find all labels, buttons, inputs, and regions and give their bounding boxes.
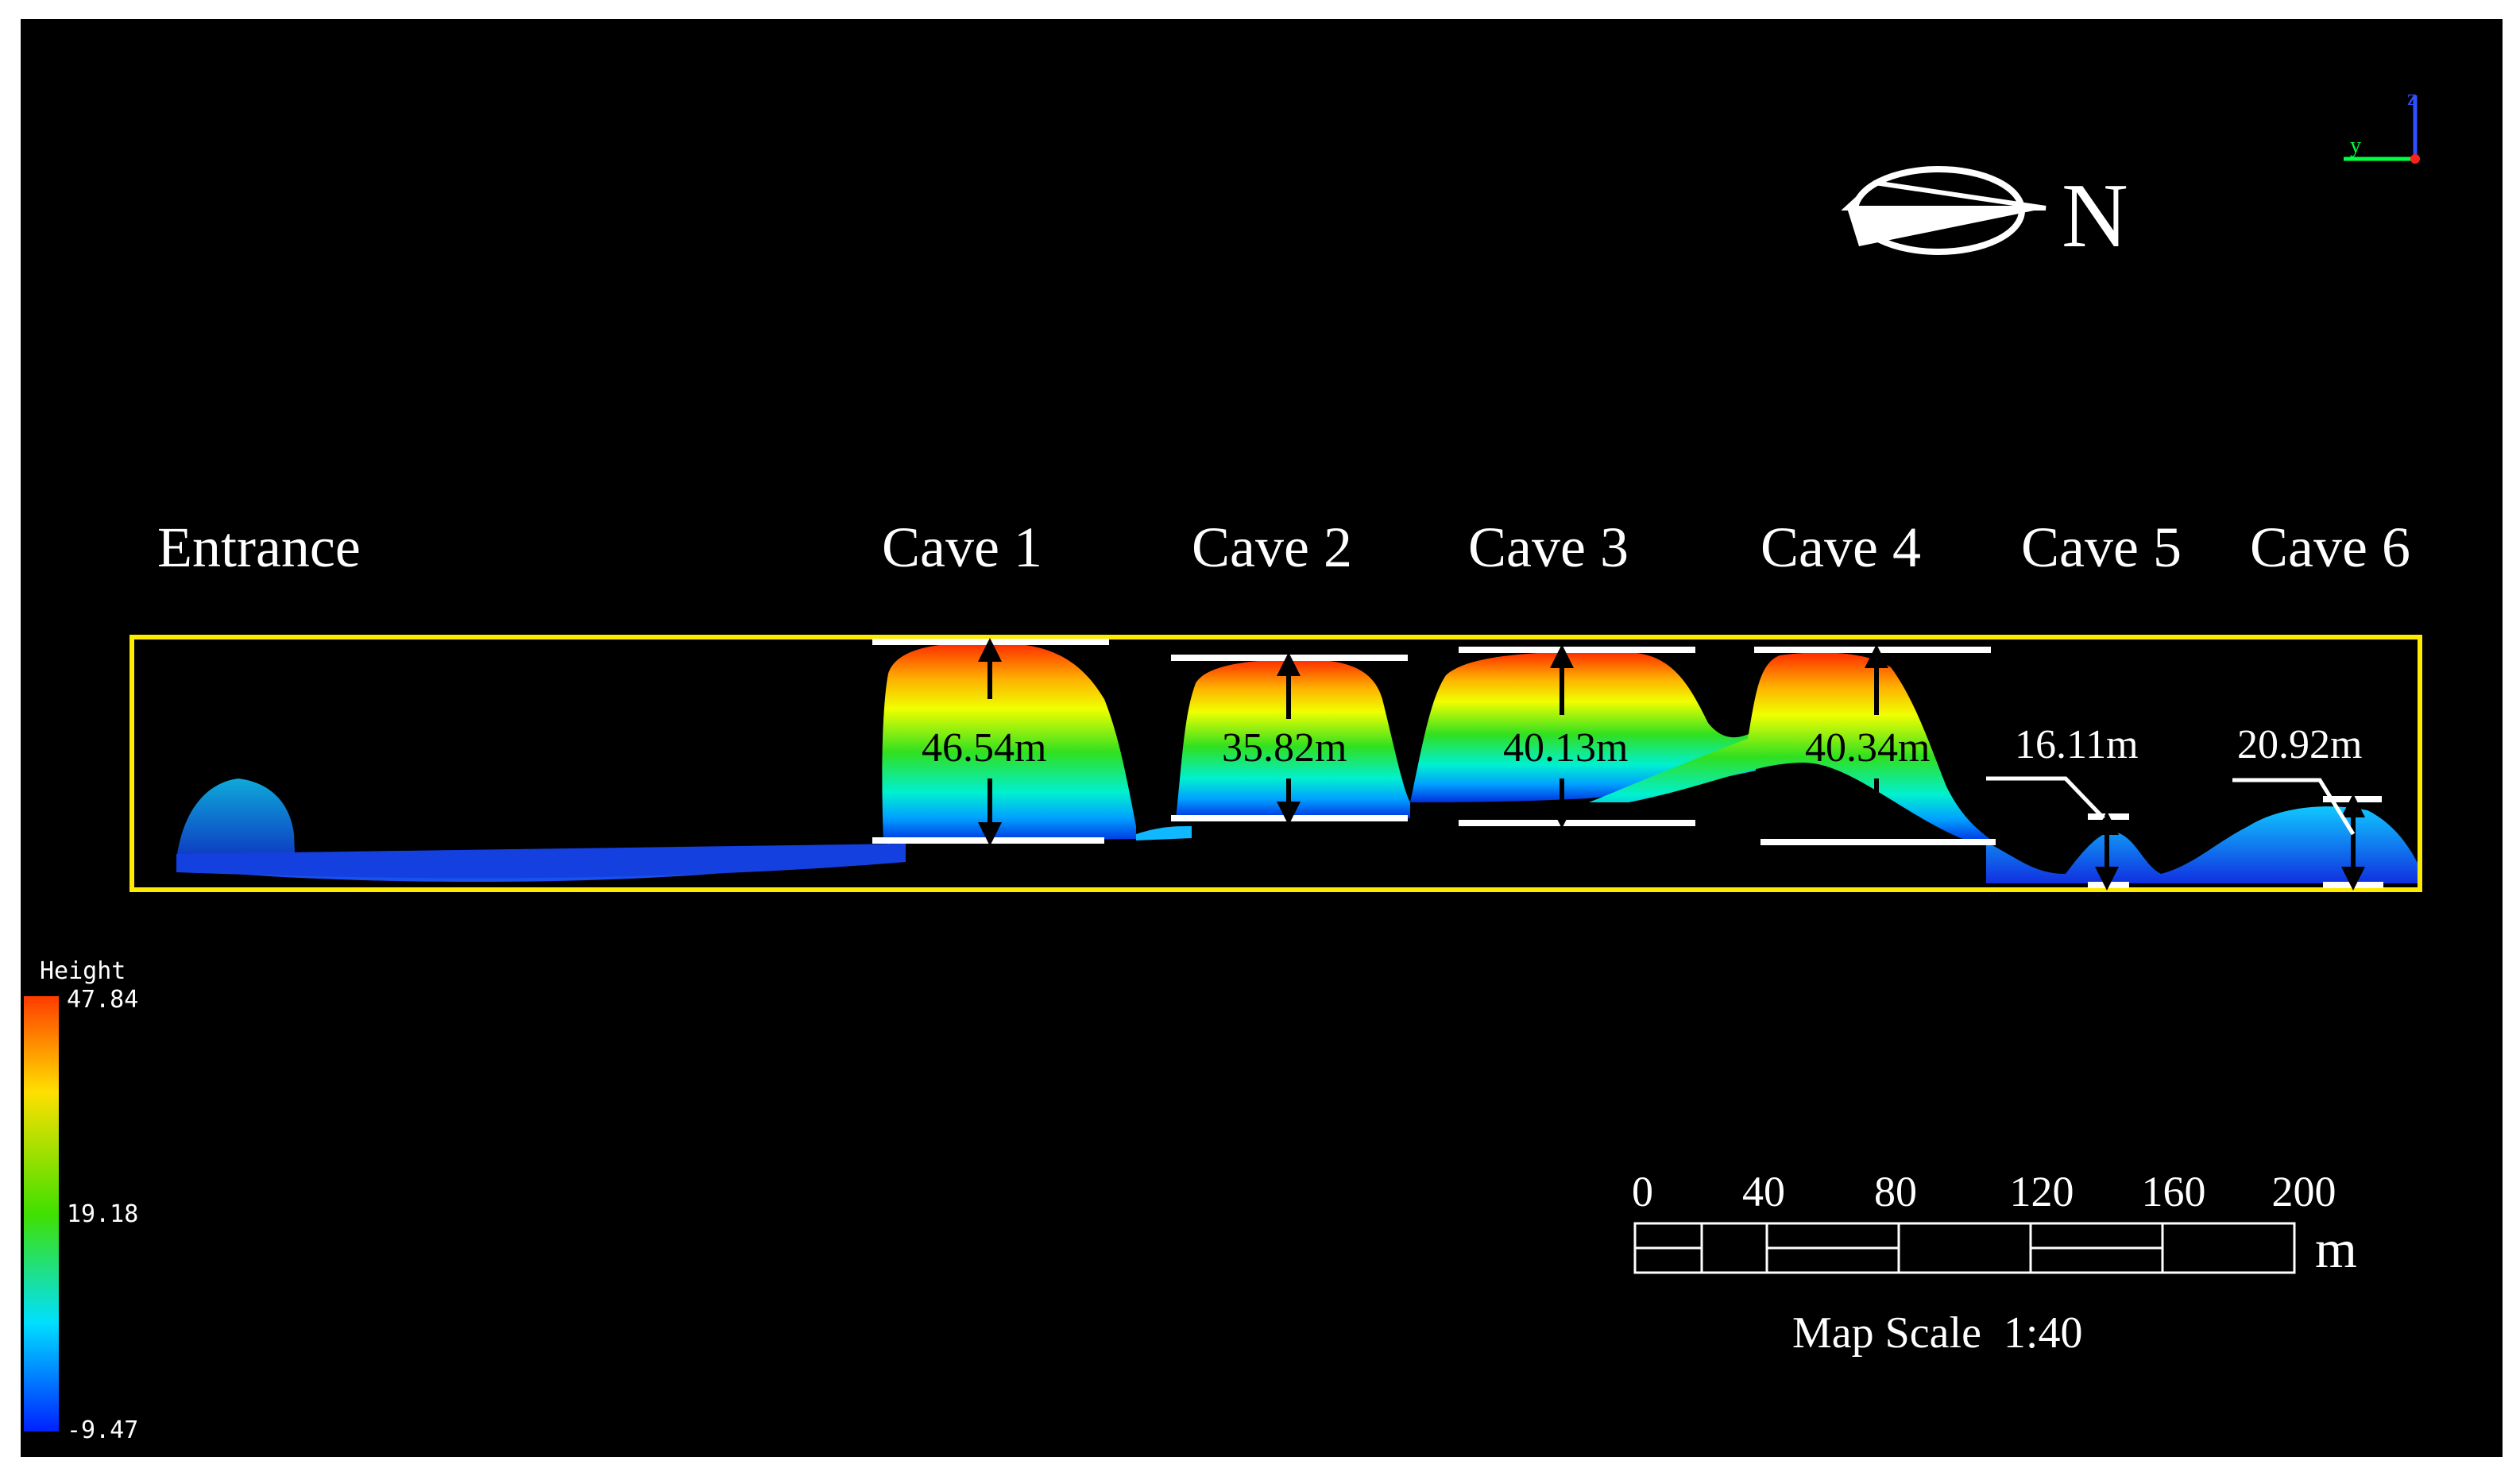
cave-5-height: 16.11m [2015, 722, 2139, 767]
cave-4-height: 40.34m [1805, 725, 1930, 771]
axis-indicator: y z [2344, 86, 2420, 164]
entrance-cluster [176, 779, 296, 870]
cave-3-height: 40.13m [1503, 725, 1628, 771]
legend-title: Height [40, 957, 126, 985]
compass-icon: N [1841, 165, 2128, 267]
cave-1-label: Cave 1 [882, 516, 1042, 579]
scale-tick-40: 40 [1742, 1168, 1785, 1215]
scale-tick-200: 200 [2272, 1168, 2336, 1215]
scale-ticks: 0 40 80 120 160 200 [1632, 1168, 2336, 1215]
cave-1-height: 46.54m [922, 725, 1046, 771]
scale-tick-80: 80 [1874, 1168, 1917, 1215]
cave-2-label: Cave 2 [1192, 516, 1352, 579]
entrance-label: Entrance [157, 516, 361, 579]
cave-6-label: Cave 6 [2250, 516, 2410, 579]
cave-4-chamber [1589, 652, 1994, 842]
axis-y-label: y [2350, 133, 2361, 158]
cave-3-label: Cave 3 [1468, 516, 1629, 579]
cave-6-height: 20.92m [2237, 722, 2362, 767]
legend-mid: 19.18 [67, 1200, 138, 1228]
cave-1-chamber [882, 643, 1136, 842]
legend-colorbar [24, 996, 59, 1432]
cave-2-chamber [1176, 659, 1410, 818]
scale-bar: 0 40 80 120 160 200 m Map Scale 1:40 [1632, 1168, 2357, 1358]
cave-4-label: Cave 4 [1761, 516, 1921, 579]
scale-unit: m [2315, 1219, 2357, 1279]
cave-5-6-floor [1986, 806, 2419, 883]
cave-profile [176, 643, 2419, 883]
compass-north-label: N [2062, 165, 2128, 267]
height-arrows [978, 638, 2365, 891]
legend-min: -9.47 [67, 1416, 138, 1444]
height-legend: Height 47.84 19.18 -9.47 [24, 957, 138, 1444]
scale-tick-160: 160 [2142, 1168, 2206, 1215]
axis-z-label: z [2407, 86, 2417, 110]
leader-lines [1986, 776, 2356, 836]
map-scale-caption: Map Scale 1:40 [1792, 1308, 2082, 1358]
scale-bar-box [1633, 1222, 2296, 1274]
legend-max: 47.84 [67, 986, 138, 1014]
scale-tick-0: 0 [1632, 1168, 1653, 1215]
profile-frame [129, 635, 2422, 892]
cave-5-label: Cave 5 [2021, 516, 2182, 579]
measurement-labels: 46.54m 35.82m 40.13m 40.34m 16.11m 20.92… [922, 722, 2362, 771]
scale-tick-120: 120 [2010, 1168, 2074, 1215]
cave-2-height: 35.82m [1222, 725, 1347, 771]
section-labels: Entrance Cave 1 Cave 2 Cave 3 Cave 4 Cav… [157, 516, 2410, 579]
cave-3-chamber [1410, 651, 1756, 802]
